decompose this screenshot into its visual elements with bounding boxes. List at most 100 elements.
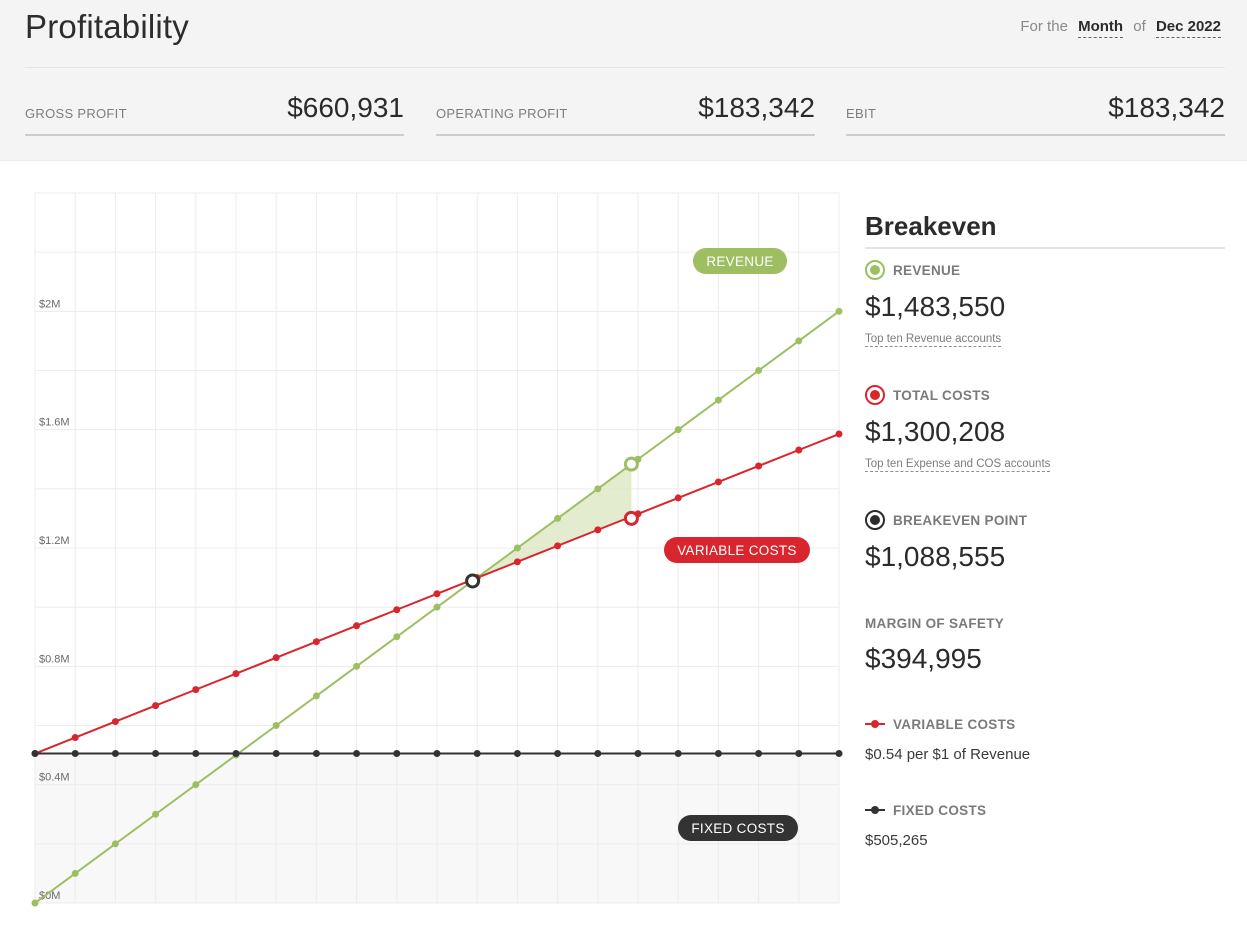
breakeven-ring-icon bbox=[865, 510, 885, 530]
period-of: of bbox=[1133, 18, 1146, 35]
revenue-point bbox=[513, 544, 521, 552]
variable-costs-point bbox=[594, 526, 602, 534]
kpi-value: $183,342 bbox=[698, 92, 815, 123]
revenue-value: $1,483,550 bbox=[865, 291, 1006, 322]
variable-costs-pill-label-text: VARIABLE COSTS bbox=[677, 543, 796, 558]
revenue-ring-icon bbox=[865, 260, 885, 280]
variable-costs-pill-label-bg bbox=[664, 537, 810, 563]
y-tick-label: $0.4M bbox=[39, 772, 70, 784]
fixed-costs-point bbox=[192, 750, 200, 758]
page-title: Profitability bbox=[25, 8, 189, 45]
fixed-costs-point bbox=[71, 750, 79, 758]
legend-total-costs: TOTAL COSTS bbox=[865, 385, 990, 405]
variable-costs-pill-label: VARIABLE COSTS bbox=[664, 537, 810, 563]
kpi-label: OPERATING PROFIT bbox=[436, 106, 568, 121]
variable-costs-point bbox=[232, 670, 240, 678]
y-tick-label: $1.6M bbox=[39, 417, 70, 429]
y-tick-label: $0M bbox=[39, 890, 60, 902]
fixed-costs-point bbox=[634, 750, 642, 758]
fixed-costs-point bbox=[594, 750, 602, 758]
fixed-costs-point bbox=[433, 750, 441, 758]
revenue-point bbox=[755, 367, 763, 374]
variable-costs-note: $0.54 per $1 of Revenue bbox=[865, 746, 1031, 763]
fixed-costs-pill-label-text: FIXED COSTS bbox=[691, 821, 784, 836]
variable-costs-point bbox=[111, 718, 119, 726]
panel-divider bbox=[865, 247, 1225, 249]
legend-label: BREAKEVEN POINT bbox=[893, 512, 1028, 528]
fixed-costs-pill-label-bg bbox=[678, 815, 798, 841]
fixed-costs-point bbox=[152, 750, 160, 758]
legend-label: VARIABLE COSTS bbox=[893, 716, 1016, 732]
revenue-point bbox=[674, 426, 682, 434]
fixed-costs-point bbox=[393, 750, 401, 758]
kpi-value: $183,342 bbox=[1108, 92, 1225, 123]
revenue-point bbox=[272, 722, 280, 729]
variable-costs-point bbox=[755, 462, 763, 470]
fixed-costs-pill-label: FIXED COSTS bbox=[678, 815, 798, 841]
revenue-pill-label-text: REVENUE bbox=[706, 254, 773, 269]
revenue-point bbox=[835, 307, 843, 315]
fixed-costs-point bbox=[232, 750, 240, 758]
variable-costs-point bbox=[312, 638, 320, 646]
revenue-pill-label: REVENUE bbox=[693, 248, 787, 274]
legend-label: FIXED COSTS bbox=[893, 802, 987, 818]
fixed-costs-point bbox=[31, 750, 39, 758]
period-date-dropdown[interactable]: Dec 2022 bbox=[1155, 18, 1221, 38]
fixed-costs-point bbox=[714, 750, 722, 758]
variable-costs-point bbox=[192, 686, 200, 694]
revenue-pill-label-bg bbox=[693, 248, 787, 274]
variable-costs-point bbox=[353, 622, 361, 630]
legend-label: TOTAL COSTS bbox=[893, 387, 991, 403]
variable-costs-point bbox=[795, 446, 803, 454]
legend-variable-costs: VARIABLE COSTS bbox=[865, 714, 1015, 734]
fixed-costs-point bbox=[513, 750, 521, 758]
fixed-costs-point bbox=[835, 750, 843, 758]
costs-ring-icon bbox=[865, 385, 885, 405]
fixed-costs-point bbox=[795, 750, 803, 758]
revenue-point bbox=[393, 633, 401, 641]
period-unit-dropdown[interactable]: Month bbox=[1078, 18, 1124, 38]
variable-costs-point bbox=[513, 558, 521, 566]
revenue-point bbox=[554, 514, 562, 522]
breakeven-chart-svg: $0M $0.4M $0.8M $1.2M $1.6M $2M REVENUE VARIABL… bbox=[31, 192, 843, 907]
revenue-point bbox=[594, 485, 602, 493]
header-divider bbox=[25, 67, 1225, 68]
fixed-costs-note: $505,265 bbox=[865, 832, 928, 849]
variable-costs-point bbox=[272, 654, 280, 662]
variable-costs-point bbox=[433, 590, 441, 598]
breakeven-value: $1,088,555 bbox=[865, 541, 1006, 572]
revenue-point bbox=[152, 810, 160, 818]
breakeven-chart: $0M $0.4M $0.8M $1.2M $1.6M $2M REVENUE VARIABL… bbox=[0, 161, 850, 943]
variable-costs-point bbox=[554, 542, 562, 550]
fixed-line-icon bbox=[865, 800, 885, 820]
fixed-costs-point bbox=[473, 750, 481, 758]
legend-label: MARGIN OF SAFETY bbox=[865, 615, 1005, 631]
fixed-costs-point bbox=[674, 750, 682, 758]
revenue-point bbox=[111, 840, 119, 848]
kpi-operating-profit: OPERATING PROFIT $183,342 bbox=[436, 86, 815, 136]
kpi-gross-profit: GROSS PROFIT $660,931 bbox=[25, 86, 404, 136]
period-prefix: For the bbox=[1020, 18, 1068, 35]
revenue-point bbox=[192, 781, 200, 789]
panel-title: Breakeven bbox=[865, 211, 997, 241]
legend-breakeven: BREAKEVEN POINT bbox=[865, 510, 1027, 530]
variable-costs-point bbox=[152, 702, 160, 710]
margin-value: $394,995 bbox=[865, 643, 982, 674]
legend-margin: MARGIN OF SAFETY bbox=[865, 613, 1004, 633]
top-expense-accounts-link[interactable]: Top ten Expense and COS accounts bbox=[865, 458, 1051, 472]
top-revenue-accounts-link[interactable]: Top ten Revenue accounts bbox=[865, 333, 1002, 347]
legend-revenue: REVENUE bbox=[865, 260, 960, 280]
total-costs-value: $1,300,208 bbox=[865, 416, 1006, 447]
breakeven-marker bbox=[465, 573, 481, 589]
variable-costs-point bbox=[393, 606, 401, 614]
fixed-costs-point bbox=[111, 750, 119, 758]
fixed-costs-point bbox=[755, 750, 763, 758]
fixed-costs-point bbox=[353, 750, 361, 758]
breakeven-panel: Breakeven REVENUE $1,483,550 Top ten Rev… bbox=[865, 161, 1225, 943]
revenue-point bbox=[31, 899, 39, 907]
kpi-label: EBIT bbox=[846, 106, 877, 121]
y-tick-label: $1.2M bbox=[39, 535, 70, 547]
fixed-costs-point bbox=[312, 750, 320, 758]
fixed-costs-point bbox=[554, 750, 562, 758]
kpi-ebit: EBIT $183,342 bbox=[846, 86, 1225, 136]
